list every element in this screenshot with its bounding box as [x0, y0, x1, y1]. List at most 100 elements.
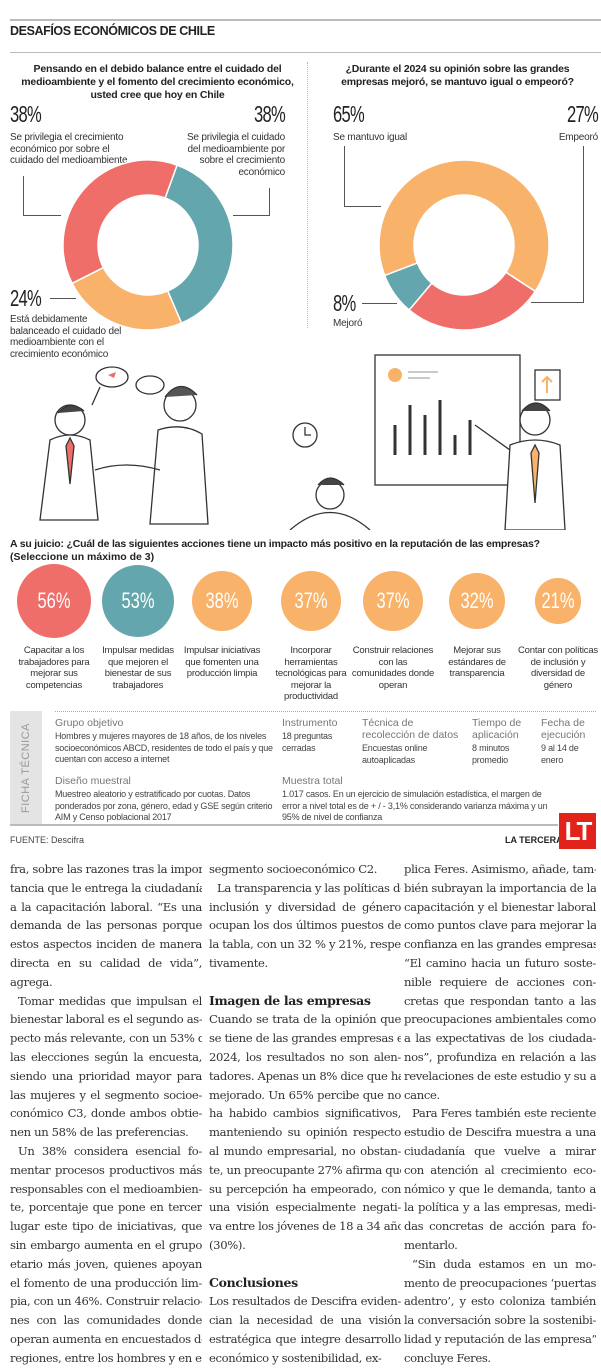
bubble-value: 38%: [205, 587, 239, 613]
chart1-pct-environment: 38%: [254, 101, 286, 127]
article-line: estos aspectos inciden de manera: [10, 937, 202, 952]
article-line: estudio de Descifra muestra a una: [404, 1125, 596, 1140]
title-rule: [10, 52, 601, 53]
article-column-3: plica Feres. Asimismo, añade, tam-bién s…: [404, 860, 596, 1368]
article-line: se tiene de las grandes empresas en: [209, 1031, 401, 1046]
article-line: al mundo empresarial, no obstan-: [209, 1143, 401, 1158]
ficha-side-band: FICHA TÉCNICA: [10, 711, 42, 824]
article-line: pia, con un 46%. Construir relacio-: [10, 1294, 202, 1309]
chart2-label-same: Se mantuvo igual: [333, 132, 408, 143]
slice-balanced: [71, 266, 183, 331]
bubble-question: A su juicio: ¿Cuál de las siguientes acc…: [10, 538, 540, 550]
article-line: como puntos clave para mejorar la: [404, 918, 596, 933]
bubble: 53%: [102, 565, 174, 637]
article-line: regiones, entre los hombres y en el: [10, 1350, 202, 1365]
article-line: das concretas de acción para fo-: [404, 1219, 596, 1234]
ficha-tecnica: Técnica de recolección de datos Encuestas…: [362, 717, 459, 765]
article-line: etario más joven, quienes apoyan: [10, 1256, 202, 1271]
bubble: 38%: [191, 570, 253, 632]
article-line: confianza en las grandes empresas.: [404, 937, 596, 952]
article-line: operan aumenta en encuestados de: [10, 1331, 202, 1346]
leader-line: [50, 298, 76, 299]
article-line: siendo una prioridad mayor para: [10, 1068, 202, 1083]
article-line: te, porcentaje que pone en tercer: [10, 1200, 202, 1215]
leader-line: [23, 176, 61, 216]
bubble: 21%: [535, 578, 581, 624]
article-line: concluye Feres.: [404, 1350, 491, 1365]
bubble: 32%: [449, 573, 505, 629]
article-line: [209, 1255, 401, 1274]
article-line: demanda de las personas porque: [10, 918, 202, 933]
ficha-fecha: Fecha de ejecución 9 al 14 de enero: [541, 717, 586, 765]
infographic-title: DESAFÍOS ECONÓMICOS DE CHILE: [10, 24, 215, 38]
bubble-label: Impulsar medidas que mejoren el bienesta…: [102, 645, 174, 691]
article-line: la política y a las empresas, medi-: [404, 1200, 596, 1215]
article-line: Un 38% considera esencial fo-: [18, 1143, 202, 1158]
article-line: ciudadanía que vuelve a mirar: [404, 1143, 596, 1158]
chart1-label-environment: Se privilegia el cuidado del medioambien…: [186, 132, 285, 178]
article-subheading: Conclusiones: [209, 1274, 298, 1290]
article-line: nos”, profundiza en relación a las: [404, 1049, 596, 1064]
chart1-pct-economic: 38%: [10, 101, 42, 127]
chart2-label-worse: Empeoró: [558, 132, 598, 143]
chart1-pct-balanced: 24%: [10, 285, 42, 311]
brand-name: LA TERCERA: [505, 835, 563, 845]
article-line: bién subrayan la importancia de la: [404, 880, 596, 895]
chart2-label-better: Mejoró: [333, 318, 363, 329]
article-line: mentar procesos productivos más: [10, 1162, 202, 1177]
article-line: las mujeres y el segmento socioe-: [10, 1087, 202, 1102]
article-line: a la capacitación laboral. “Es una: [10, 899, 202, 914]
article-line: responsables con el medioambien-: [10, 1181, 202, 1196]
bubble-value: 56%: [37, 588, 71, 613]
article-line: plica Feres. Asimismo, añade, tam-: [404, 862, 596, 876]
presentation-illustration: [289, 354, 566, 530]
bubble: 56%: [17, 564, 91, 638]
bubble-label: Mejorar sus estándares de transparencia: [448, 645, 506, 679]
article-line: revelaciones de este estudio y su al-: [404, 1068, 596, 1083]
article-line: 2024, los resultados no son alen-: [209, 1049, 401, 1064]
leader-line: [362, 303, 397, 304]
ficha-title: FICHA TÉCNICA: [20, 722, 32, 813]
chart2-pct-better: 8%: [333, 290, 356, 316]
article-subheading: Imagen de las empresas: [209, 992, 371, 1008]
bubble-question-note: (Seleccione un máximo de 3): [10, 551, 155, 563]
bubble-label: Impulsar iniciativas que fomenten una pr…: [183, 645, 261, 679]
article-line: Cuando se trata de la opinión que: [209, 1012, 401, 1027]
article-line: cian la necesidad de una visión: [209, 1313, 401, 1328]
bubble-value: 53%: [121, 587, 155, 613]
article-line: el fomento de una producción lim-: [10, 1275, 202, 1290]
article-line: La transparencia y las políticas de: [217, 880, 401, 895]
bubble-label: Construir relaciones con las comunidades…: [351, 645, 435, 691]
article-line: a las expectativas de los ciudada-: [404, 1031, 596, 1046]
article-line: nible requiere de acciones con-: [404, 974, 596, 989]
article-column-1: fra, sobre las razones tras la impor-tan…: [10, 860, 202, 1368]
bubble: 37%: [280, 570, 342, 632]
chart2-question: ¿Durante el 2024 su opinión sobre las gr…: [341, 63, 574, 88]
leader-line: [531, 146, 584, 303]
slice-same: [378, 159, 550, 293]
chart2-pct-worse: 27%: [567, 101, 599, 127]
article-line: Tomar medidas que impulsan el: [18, 993, 202, 1008]
leader-line: [233, 188, 270, 216]
article-line: mejorado. Un 65% percibe que no: [209, 1087, 401, 1102]
bubble-value: 37%: [294, 587, 328, 613]
illustration-people: [39, 354, 566, 530]
article-line: económico y sostenibilidad, ex-: [209, 1350, 382, 1365]
article-line: tadores. Apenas un 8% dice que ha: [209, 1068, 401, 1083]
ficha-instrumento: Instrumento 18 preguntas cerradas: [282, 717, 338, 753]
article-line: te, un preocupante 27% afirma que: [209, 1162, 401, 1177]
article-line: capacitación y el bienestar laboral: [404, 899, 596, 914]
column-divider: [307, 62, 308, 328]
article-line: va entre los jóvenes de 18 a 34 años: [209, 1219, 401, 1234]
article-line: su percepción ha empeorado, con: [209, 1181, 401, 1196]
article-line: segmento socioeconómico C2.: [209, 862, 378, 876]
article-line: “Sin duda estamos en un mo-: [412, 1256, 596, 1271]
article-line: mentarlo.: [404, 1237, 458, 1252]
bubble-label: Capacitar a los trabajadores para mejora…: [18, 645, 90, 691]
article-line: nómico y que le demanda, tanto a: [404, 1181, 596, 1196]
top-rule: [10, 19, 601, 21]
article-line: [209, 973, 401, 992]
article-line: adentro’, y esto coloniza también: [404, 1294, 596, 1309]
donut-chart-opinion: [378, 159, 550, 331]
bubble: 37%: [362, 570, 424, 632]
